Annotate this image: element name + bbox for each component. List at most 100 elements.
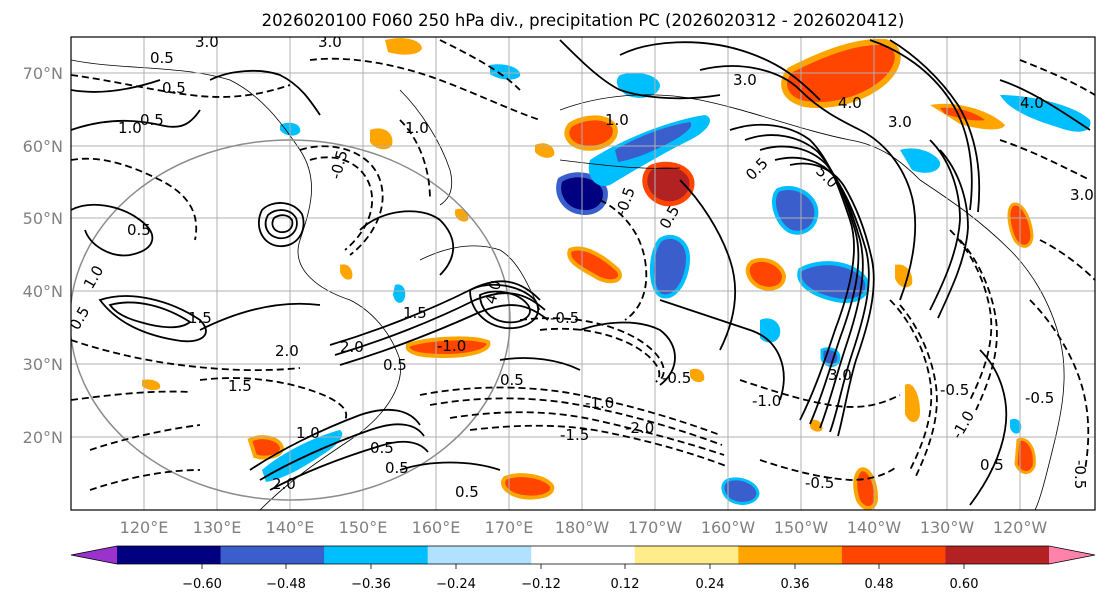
- colorbar-tick-label: −0.24: [436, 577, 476, 592]
- map-background: [71, 37, 1095, 510]
- precip-patch: [142, 379, 161, 391]
- contour-line: [329, 280, 541, 346]
- contour-line: [1029, 299, 1090, 471]
- contour-line: [479, 290, 531, 324]
- precip-patch: [1010, 418, 1022, 434]
- colorbar-segment: [841, 546, 946, 564]
- colorbar-tick-label: −0.12: [521, 577, 561, 592]
- contour-label: -1.0: [752, 392, 781, 410]
- contour-line: [949, 229, 993, 401]
- contour-label: 1.0: [405, 119, 429, 137]
- contour-label: -0.5: [805, 474, 834, 492]
- contour-label: -1.0: [437, 337, 466, 355]
- contour-line: [729, 123, 855, 421]
- precip-patch: [490, 64, 521, 80]
- colorbar-segment: [738, 546, 843, 564]
- colorbar-segment: [945, 546, 1050, 564]
- precip-patch: [405, 336, 491, 359]
- contour-line: [889, 39, 981, 213]
- colorbar-segment: [324, 546, 429, 564]
- contour-label: -0.5: [940, 381, 969, 399]
- contour-label: -0.5: [1071, 460, 1089, 489]
- latitude-labels: 70°N 60°N 50°N 40°N 30°N 20°N: [23, 64, 63, 447]
- colorbar-ticks: [201, 564, 965, 569]
- map-frame: [70, 36, 1096, 511]
- precip-patch: [1000, 95, 1091, 132]
- coastline-japan: [419, 245, 541, 311]
- contour-line: [199, 302, 321, 331]
- contour-line: [71, 79, 161, 93]
- contour-line: [539, 327, 661, 383]
- contour-line: [499, 357, 581, 371]
- contour-label: 0.5: [383, 356, 407, 374]
- contour-label: 0.5: [370, 439, 394, 457]
- contour-label: -0.5: [1025, 389, 1054, 407]
- contour-line: [599, 199, 648, 321]
- contour-line: [937, 149, 969, 319]
- contour-label: 0.5: [140, 111, 164, 129]
- contour-label: 0.5: [980, 456, 1004, 474]
- contour-line: [71, 109, 201, 131]
- colorbar-segment: [71, 546, 117, 564]
- colorbar-segment: [117, 546, 222, 564]
- contour-line: [889, 299, 933, 471]
- colorbar-segment: [220, 546, 325, 564]
- coastline-aleutians: [559, 159, 681, 169]
- contour-line: [519, 317, 665, 381]
- contour-line: [257, 202, 305, 247]
- contour-line: [959, 239, 998, 411]
- precip-patch: [905, 384, 920, 423]
- contour-line: [264, 209, 298, 240]
- contour-label: -0.5: [550, 309, 579, 327]
- divergence-contours-positive: [71, 39, 1091, 506]
- contour-line: [259, 423, 425, 481]
- contour-line: [271, 214, 294, 233]
- contour-line: [309, 57, 541, 121]
- lat-label: 60°N: [23, 137, 63, 156]
- contour-label: 1.0: [118, 119, 142, 137]
- contour-label: 3.0: [1070, 186, 1094, 204]
- contour-line: [439, 39, 521, 91]
- contour-label: 3.0: [828, 366, 852, 384]
- lon-label: 150°W: [774, 518, 829, 537]
- contour-label: 0.5: [150, 49, 174, 67]
- lon-label: 130°E: [193, 518, 242, 537]
- precip-patch: [900, 148, 941, 173]
- contour-label: 1.5: [188, 309, 212, 327]
- contour-line: [209, 70, 321, 116]
- precip-patch: [745, 257, 787, 291]
- contour-line: [429, 397, 723, 446]
- contour-line: [419, 386, 721, 436]
- lon-label: 120°E: [120, 518, 169, 537]
- colorbar-segment: [427, 546, 532, 564]
- contour-line: [789, 162, 875, 437]
- contour-label: 0.5: [455, 483, 479, 501]
- contour-label: 2.0: [340, 338, 364, 356]
- lat-label: 40°N: [23, 282, 63, 301]
- contour-line: [98, 295, 207, 343]
- figure-title: 2026020100 F060 250 hPa div., precipitat…: [262, 11, 905, 30]
- contour-label: -2.0: [625, 419, 654, 437]
- contour-label: 1.0: [605, 111, 629, 129]
- contour-label: 4.0: [481, 278, 505, 306]
- contour-line: [399, 119, 431, 201]
- contour-line: [619, 41, 821, 101]
- precip-patch: [1014, 437, 1036, 474]
- contour-label: 0.5: [385, 459, 409, 477]
- contour-line: [309, 156, 373, 251]
- colorbar-tick-label: 0.60: [950, 577, 979, 592]
- precip-patch: [370, 128, 393, 150]
- longitude-labels: 120°E 130°E 140°E 150°E 160°E 170°E 180°…: [120, 518, 1048, 537]
- colorbar-segment: [531, 546, 636, 564]
- contour-line: [71, 390, 191, 401]
- contour-label: 3.0: [733, 71, 757, 89]
- colorbar-tick-label: 0.36: [781, 577, 810, 592]
- colorbar-outline: [70, 545, 1096, 565]
- coastline-alaska: [559, 94, 921, 181]
- precip-patch: [501, 473, 555, 500]
- contour-label: 3.0: [195, 33, 219, 51]
- precip-patch: [760, 318, 781, 343]
- lon-label: 150°E: [339, 518, 388, 537]
- lon-label: 140°E: [266, 518, 315, 537]
